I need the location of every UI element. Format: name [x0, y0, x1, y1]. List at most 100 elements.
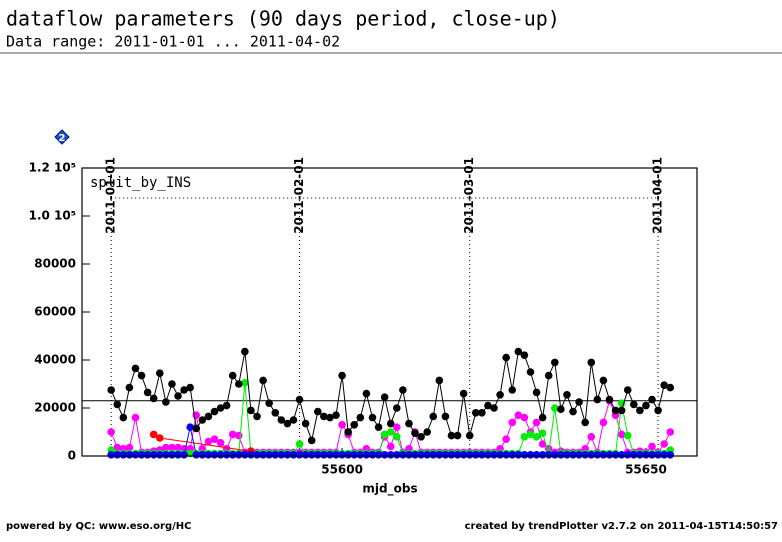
- data-point: [623, 431, 632, 440]
- data-point: [563, 391, 571, 399]
- data-point: [380, 451, 389, 459]
- data-point: [320, 412, 328, 421]
- data-point: [338, 371, 346, 380]
- data-point: [283, 419, 292, 428]
- data-point: [617, 406, 626, 415]
- data-point: [374, 423, 383, 432]
- data-point: [654, 451, 662, 459]
- data-point: [532, 388, 541, 397]
- data-point: [356, 451, 365, 459]
- data-point: [204, 451, 213, 459]
- data-point: [198, 416, 207, 424]
- data-point: [544, 371, 553, 380]
- data-point: [162, 451, 170, 459]
- data-point: [550, 404, 559, 412]
- data-point: [168, 443, 176, 452]
- data-point: [283, 451, 292, 459]
- data-point: [107, 451, 115, 459]
- data-point: [295, 395, 304, 404]
- data-point: [605, 451, 614, 459]
- y-tick-label: 1.2 10⁵: [29, 161, 76, 175]
- data-point: [544, 451, 553, 459]
- data-point: [520, 351, 529, 360]
- data-point: [174, 451, 182, 459]
- data-point: [332, 451, 340, 459]
- data-point: [429, 451, 438, 459]
- data-point: [241, 379, 249, 387]
- data-point: [307, 451, 316, 459]
- data-point: [471, 451, 480, 459]
- data-point: [155, 369, 164, 378]
- data-point: [198, 451, 207, 459]
- data-point: [241, 347, 249, 356]
- data-point: [168, 380, 176, 388]
- data-point: [162, 398, 170, 406]
- data-point: [143, 388, 152, 397]
- data-point: [484, 451, 492, 459]
- data-point: [155, 434, 164, 442]
- data-point: [660, 451, 668, 459]
- y-tick-label: 40000: [34, 353, 76, 367]
- data-point: [386, 442, 395, 451]
- data-point: [617, 430, 626, 439]
- data-point: [660, 381, 668, 390]
- data-point: [423, 451, 431, 459]
- data-point: [532, 451, 541, 459]
- data-point: [113, 451, 122, 459]
- y-tick-label: 80000: [34, 257, 76, 271]
- data-point: [441, 412, 450, 421]
- data-point: [623, 451, 632, 459]
- data-point: [344, 451, 352, 459]
- data-point: [137, 371, 146, 380]
- data-point: [660, 440, 668, 448]
- data-point: [113, 400, 122, 409]
- data-point: [538, 451, 547, 459]
- data-point: [526, 451, 535, 459]
- data-point: [338, 421, 346, 429]
- data-point: [271, 451, 280, 459]
- data-point: [465, 431, 474, 440]
- data-point: [113, 443, 122, 452]
- data-point: [411, 429, 419, 438]
- data-point: [666, 451, 675, 459]
- data-point: [356, 413, 365, 422]
- data-point: [575, 398, 583, 406]
- data-point: [496, 391, 504, 399]
- data-point: [623, 386, 632, 394]
- data-point: [119, 413, 128, 422]
- data-point: [593, 451, 602, 459]
- data-point: [392, 433, 401, 441]
- data-point: [186, 423, 194, 432]
- data-point: [380, 393, 389, 402]
- data-point: [216, 404, 225, 412]
- data-point: [508, 418, 517, 427]
- data-point: [289, 451, 298, 459]
- data-point: [502, 451, 510, 459]
- data-point: [204, 437, 213, 446]
- data-point: [180, 386, 188, 394]
- data-point: [107, 386, 115, 394]
- data-point: [453, 451, 462, 459]
- data-point: [514, 411, 523, 420]
- x-tick-label: 55600: [321, 463, 363, 477]
- data-point: [648, 451, 656, 459]
- data-point: [374, 451, 383, 459]
- data-point: [417, 433, 425, 441]
- data-point: [386, 428, 395, 436]
- data-point: [392, 423, 401, 432]
- data-point: [295, 440, 304, 448]
- data-point: [447, 431, 456, 440]
- data-point: [435, 376, 444, 385]
- data-point: [423, 428, 431, 436]
- data-point: [301, 419, 310, 428]
- data-point: [149, 394, 158, 403]
- data-point: [538, 429, 547, 438]
- data-point: [520, 413, 529, 422]
- data-point: [392, 451, 401, 459]
- date-marker-label: 2011-02-01: [292, 157, 306, 234]
- chart-title: dataflow parameters (90 days period, clo…: [6, 7, 560, 31]
- data-point: [125, 383, 134, 392]
- data-point: [405, 451, 413, 459]
- data-point: [131, 451, 140, 459]
